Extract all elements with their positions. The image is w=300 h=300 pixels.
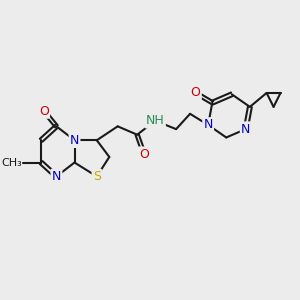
Text: O: O [39,104,49,118]
Text: N: N [241,123,250,136]
Text: O: O [191,86,200,99]
Text: NH: NH [146,114,165,127]
Text: N: N [70,134,79,147]
Text: CH₃: CH₃ [1,158,22,167]
Text: N: N [52,170,61,183]
Text: S: S [93,170,101,183]
Text: N: N [203,118,213,131]
Text: O: O [139,148,149,161]
